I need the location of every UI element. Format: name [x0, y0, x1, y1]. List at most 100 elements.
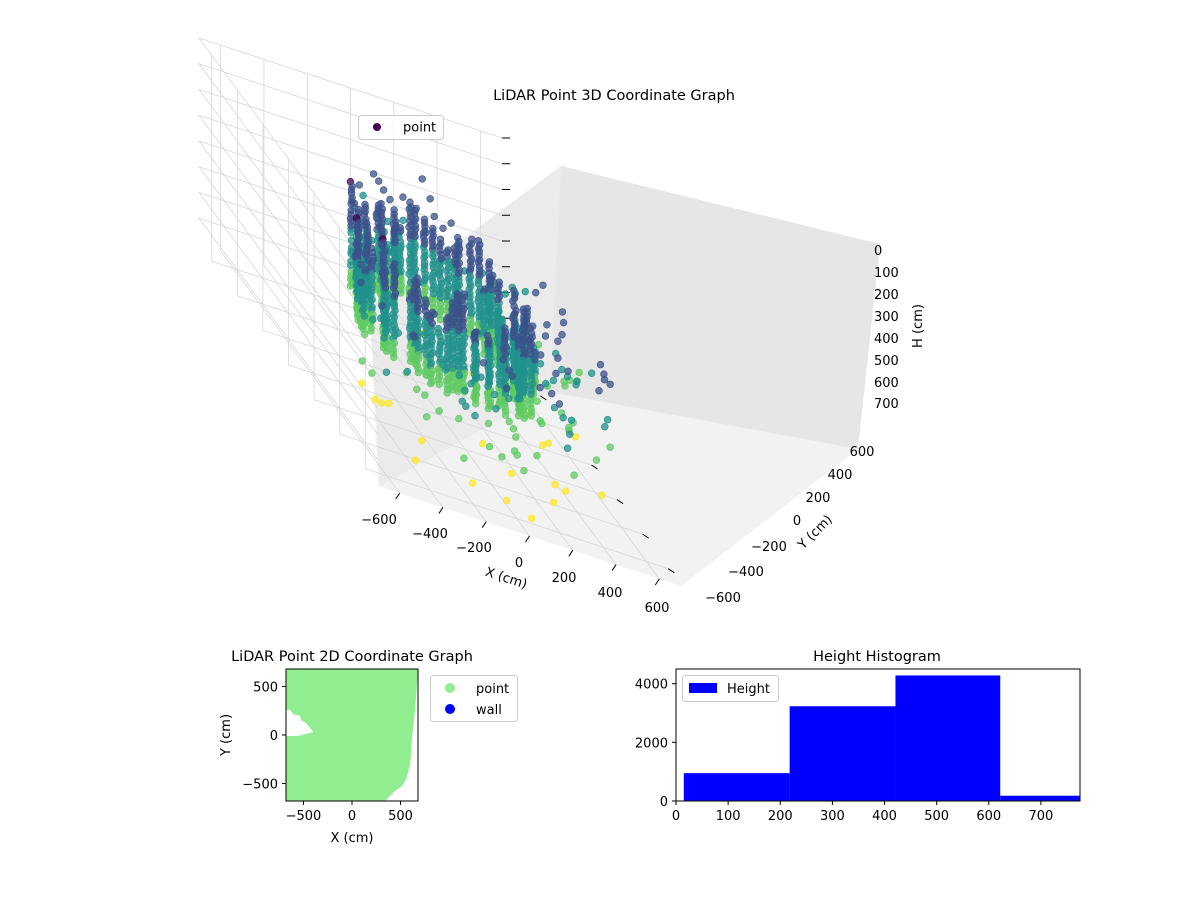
point-mark-3d — [558, 365, 566, 374]
x-tick — [438, 507, 444, 514]
point-mark-3d — [435, 407, 443, 415]
point-mark-3d — [471, 412, 479, 420]
point-mark-3d — [505, 394, 513, 403]
point-mark-3d — [477, 373, 485, 381]
point-mark-3d — [436, 286, 444, 295]
grid-line — [197, 37, 503, 281]
point-mark-3d — [389, 310, 398, 318]
x-tick-label: −600 — [361, 513, 397, 528]
point-mark-3d — [511, 291, 519, 299]
point-mark-3d — [389, 317, 398, 325]
point-mark-3d — [382, 368, 391, 376]
point-mark-3d — [444, 271, 453, 280]
point-mark-3d — [378, 302, 386, 310]
y-tick-label-hist: 0 — [660, 795, 668, 810]
point-mark-3d — [384, 323, 392, 331]
point-mark-3d — [413, 304, 422, 312]
point-mark-3d — [444, 246, 452, 254]
point-mark-3d — [455, 414, 463, 423]
point-mark-3d — [406, 242, 414, 251]
x-tick-label-hist: 500 — [924, 809, 949, 824]
point-mark-3d — [471, 356, 479, 364]
point-mark-3d — [519, 331, 527, 339]
point-mark-3d — [354, 226, 363, 234]
point-mark-3d — [355, 219, 363, 227]
z-tick-label: 200 — [874, 288, 899, 303]
x-tick — [611, 564, 617, 571]
point-mark-3d — [394, 329, 402, 337]
point-mark-3d — [347, 228, 355, 237]
histogram-bar — [895, 675, 1001, 801]
point-mark-3d — [528, 322, 537, 330]
legend-label: point — [476, 682, 509, 697]
point-mark-3d — [485, 336, 493, 344]
point-mark-3d — [359, 296, 367, 305]
point-mark-3d — [445, 257, 453, 266]
point-mark-3d — [501, 290, 510, 298]
point-mark-3d — [561, 382, 569, 390]
point-mark-3d — [418, 175, 426, 183]
x-tick-label: 0 — [515, 556, 523, 571]
z-tick-label: 700 — [874, 397, 899, 412]
point-mark-3d — [507, 469, 516, 478]
point-mark-3d — [479, 310, 487, 318]
point-mark-3d — [436, 247, 444, 255]
point-mark-3d — [598, 491, 606, 499]
point-mark-3d — [467, 309, 476, 317]
x-tick-label-hist: 600 — [976, 809, 1001, 824]
point-mark-3d — [536, 383, 544, 392]
point-mark-3d — [371, 395, 379, 404]
point-mark-3d — [471, 342, 479, 350]
x-tick-label: 200 — [552, 571, 577, 586]
point-mark-3d — [354, 205, 363, 214]
point-mark-3d — [470, 370, 479, 378]
y-tick-label: 400 — [828, 468, 853, 483]
point-mark-3d — [485, 442, 494, 451]
point-mark-3d — [606, 443, 614, 451]
legend-swatch-height — [689, 683, 717, 693]
point-mark-3d — [426, 195, 434, 203]
histogram-chart: Height Histogram 0 100 200 300 400 500 600 7000… — [635, 649, 1081, 824]
point-mark-3d — [418, 436, 426, 445]
point-mark-3d — [566, 430, 574, 438]
point-mark-3d — [357, 260, 365, 269]
point-mark-3d — [516, 405, 524, 413]
point-mark-3d — [436, 304, 444, 312]
y-tick-label: 0 — [793, 514, 801, 529]
point-mark-3d — [600, 376, 609, 384]
point-mark-3d — [375, 177, 383, 185]
x-tick-label-2d: 500 — [388, 809, 413, 824]
point-mark-3d — [386, 195, 394, 204]
point-mark-3d — [397, 242, 405, 250]
point-mark-3d — [558, 331, 566, 339]
point-mark-3d — [423, 413, 431, 421]
point-mark-3d — [368, 274, 376, 282]
point-mark-3d — [367, 324, 375, 332]
point-mark-3d — [348, 182, 356, 191]
point-mark-3d — [480, 285, 489, 293]
point-mark-3d — [420, 215, 429, 224]
point-mark-3d — [436, 268, 444, 276]
point-mark-3d — [531, 288, 540, 297]
point-mark-3d — [485, 258, 494, 266]
point-mark-3d — [485, 351, 494, 359]
point-mark-3d — [430, 310, 438, 318]
point-mark-3d — [498, 315, 506, 323]
point-mark-3d — [536, 351, 545, 359]
point-mark-3d — [495, 278, 503, 286]
point-mark-3d — [421, 226, 429, 235]
point-mark-3d — [460, 362, 468, 370]
point-mark-3d — [505, 417, 513, 426]
point-mark-3d — [558, 308, 567, 316]
point-mark-3d — [392, 221, 400, 230]
point-mark-3d — [368, 303, 376, 311]
point-mark-3d — [509, 425, 518, 433]
point-mark-3d — [550, 403, 559, 412]
point-mark-3d — [515, 362, 524, 370]
point-mark-3d — [498, 453, 506, 461]
point-mark-3d — [520, 320, 529, 329]
point-mark-3d — [385, 399, 393, 408]
axes-hist: 0 100 200 300 400 500 600 700 0 2000 4000 — [635, 678, 1053, 824]
point-mark-3d — [453, 290, 462, 298]
point-mark-3d — [421, 288, 429, 296]
